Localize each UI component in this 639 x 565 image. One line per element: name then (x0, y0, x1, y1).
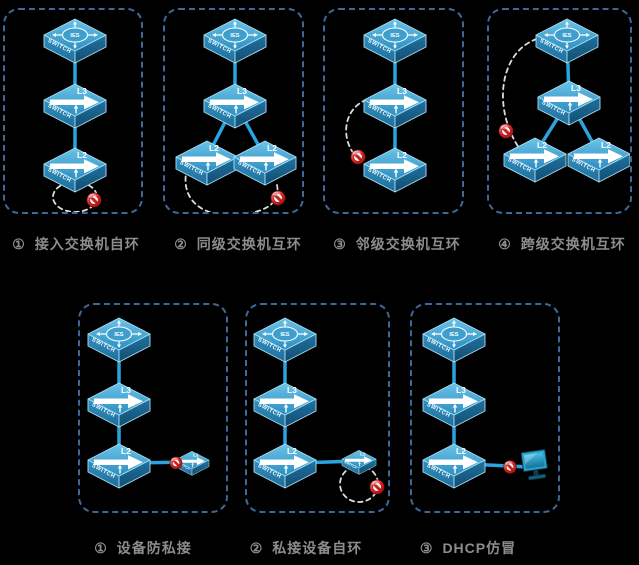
panel-caption-dhcp-spoofing: ③ DHCP仿冒 (388, 538, 548, 558)
switch-face-label: SWITCH (176, 461, 191, 471)
l2-label: L2 (209, 143, 219, 153)
caption-number: ③ (333, 236, 347, 252)
ies-label: IES (114, 332, 123, 338)
l2-label: L2 (537, 140, 547, 150)
prohibited-icon (350, 149, 366, 165)
panel-caption-device-anti-private-connection: ① 设备防私接 (63, 538, 223, 558)
panel-caption-access-switch-self-loop: ① 接入交换机自环 (0, 234, 156, 254)
ies-label: IES (390, 33, 399, 39)
caption-number: ④ (498, 236, 512, 252)
l2-label: L2 (456, 446, 466, 456)
ies-label: IES (280, 332, 289, 338)
l3-label: L3 (77, 86, 87, 96)
ies-label: IES (449, 332, 458, 338)
panel-caption-cross-level-switch-loop: ④ 跨级交换机互环 (482, 234, 639, 254)
l2-label: L2 (77, 150, 87, 160)
caption-text: 设备防私接 (116, 540, 192, 556)
l2-label: L2 (287, 446, 297, 456)
l3-label: L3 (287, 385, 297, 395)
panel-caption-peer-switch-loop: ② 同级交换机互环 (158, 234, 318, 254)
ies-label: IES (562, 33, 571, 39)
caption-text: DHCP仿冒 (442, 540, 517, 556)
caption-number: ① (12, 236, 26, 252)
l3-label: L3 (237, 86, 247, 96)
prohibited-icon (270, 190, 286, 206)
panel-private-device-self-loop: IES SWITCH L3 SWITCH L2 SWITCH L2 SWITCH (245, 303, 390, 513)
caption-number: ② (174, 236, 188, 252)
switch-face-label: SWITCH (343, 460, 358, 470)
l2-label: L2 (193, 453, 199, 458)
l2-label: L2 (360, 452, 366, 457)
caption-number: ③ (419, 540, 434, 556)
panel-caption-adjacent-switch-loop: ③ 邻级交换机互环 (317, 234, 477, 254)
panel-cross-level-switch-loop: IES SWITCH L3 SWITCH L2 SWITCH L2 SWITCH (487, 8, 632, 214)
panel-access-switch-self-loop: IES SWITCH L3 SWITCH L2 SWITCH (3, 8, 143, 214)
ies-label: IES (230, 33, 239, 39)
panel-device-anti-private-connection: IES SWITCH L3 SWITCH L2 SWITCH L2 SWITCH (78, 303, 228, 513)
l2-label: L2 (601, 140, 611, 150)
caption-text: 跨级交换机互环 (520, 236, 626, 252)
panel-peer-switch-loop: IES SWITCH L3 SWITCH L2 SWITCH L2 SWITCH (163, 8, 304, 214)
caption-text: 同级交换机互环 (196, 236, 302, 252)
caption-text: 接入交换机自环 (34, 236, 140, 252)
prohibited-icon (503, 460, 517, 474)
monitor-icon (520, 449, 548, 481)
caption-number: ① (94, 540, 108, 556)
l2-label: L2 (267, 143, 277, 153)
prohibited-icon (369, 479, 385, 495)
panel-adjacent-switch-loop: IES SWITCH L3 SWITCH L2 SWITCH (323, 8, 464, 214)
prohibited-icon (169, 456, 183, 470)
l3-label: L3 (456, 385, 466, 395)
l3-label: L3 (121, 385, 131, 395)
l2-label: L2 (397, 150, 407, 160)
l3-label: L3 (397, 86, 407, 96)
prohibited-icon (86, 192, 102, 208)
panel-dhcp-spoofing: IES SWITCH L3 SWITCH L2 SWITCH (410, 303, 560, 513)
caption-text: 邻级交换机互环 (355, 236, 461, 252)
prohibited-icon (498, 123, 514, 139)
loop-dashed-path (502, 36, 546, 149)
panel-caption-private-device-self-loop: ② 私接设备自环 (226, 538, 386, 558)
ies-label: IES (70, 33, 79, 39)
caption-number: ② (249, 540, 264, 556)
l2-label: L2 (121, 446, 131, 456)
caption-text: 私接设备自环 (272, 540, 363, 556)
l3-label: L3 (571, 83, 581, 93)
